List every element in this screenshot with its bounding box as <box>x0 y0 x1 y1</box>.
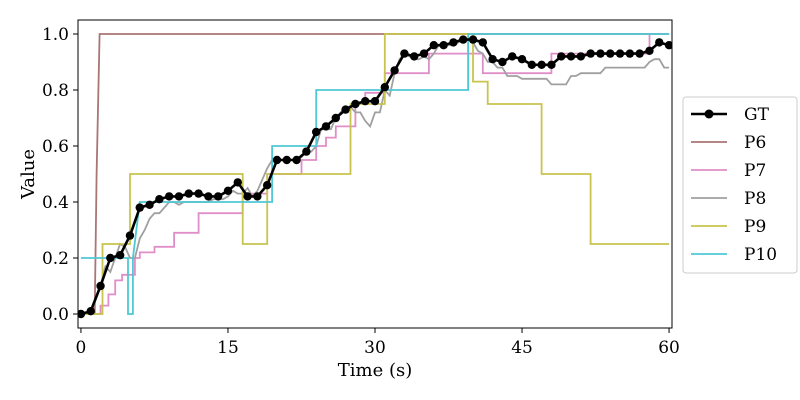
legend-label: P10 <box>744 245 777 265</box>
gt-point <box>410 52 419 61</box>
gt-point <box>115 251 125 260</box>
gt-point <box>449 38 458 47</box>
gt-point <box>204 192 213 201</box>
gt-point <box>635 49 644 58</box>
gt-point <box>302 147 311 156</box>
gt-point <box>184 189 193 198</box>
gt-point <box>282 155 291 165</box>
gt-point <box>164 192 174 201</box>
gt-point <box>262 181 272 190</box>
y-tick-label: 1.0 <box>42 25 69 45</box>
legend-label: P6 <box>744 133 766 153</box>
legend: GT P6 P7 P8 P9 P10 <box>682 96 798 274</box>
gt-point <box>586 49 595 58</box>
gt-point <box>429 41 439 50</box>
y-axis-label: Value <box>18 149 39 200</box>
gt-point <box>419 49 429 58</box>
gt-point <box>557 52 566 61</box>
y-tick-label: 0.2 <box>42 249 69 269</box>
gt-point <box>615 49 625 58</box>
legend-label: P7 <box>744 161 766 181</box>
gt-point <box>370 97 380 106</box>
x-tick-label: 15 <box>217 338 239 358</box>
series-line-p8 <box>80 38 670 315</box>
gt-point <box>125 231 135 240</box>
gt-point <box>321 122 331 131</box>
gt-point <box>390 66 399 75</box>
gt-point <box>655 38 664 47</box>
gt-point <box>537 60 546 69</box>
gt-point <box>566 52 576 61</box>
y-tick-label: 0.4 <box>42 193 69 213</box>
gt-point <box>498 57 507 67</box>
legend-label: P9 <box>744 217 766 237</box>
gt-point <box>194 189 203 198</box>
gt-point <box>106 253 115 263</box>
gt-point <box>606 49 615 58</box>
gt-point <box>253 192 262 201</box>
gt-point <box>488 55 497 64</box>
gt-point <box>360 97 370 106</box>
gt-point <box>664 41 672 50</box>
gt-point <box>78 309 86 319</box>
gt-point <box>341 105 350 114</box>
gt-point <box>243 192 252 201</box>
series-line-gt <box>80 38 670 316</box>
legend-box <box>682 96 798 274</box>
y-axis: 0.0 0.2 0.4 0.6 0.8 1.0 <box>42 25 78 325</box>
gt-point <box>508 52 517 61</box>
gt-point <box>86 307 95 316</box>
gt-point <box>135 203 144 212</box>
gt-point <box>145 200 154 209</box>
gt-point <box>478 38 488 47</box>
y-tick-label: 0.8 <box>42 81 69 101</box>
gt-point <box>233 178 242 187</box>
legend-marker <box>704 109 714 119</box>
gt-point <box>213 192 223 201</box>
gt-point <box>400 49 409 58</box>
series-line-p10 <box>80 33 670 315</box>
gt-point <box>527 60 537 69</box>
series-layer <box>78 33 672 319</box>
x-tick-label: 45 <box>511 338 533 358</box>
gt-point <box>292 155 301 165</box>
gt-point <box>331 113 340 123</box>
gt-point <box>517 55 527 64</box>
gt-point <box>468 35 478 44</box>
series-line-p9 <box>80 33 670 315</box>
x-tick-label: 60 <box>658 338 680 358</box>
x-axis-label: Time (s) <box>338 360 413 381</box>
gt-point <box>625 49 635 58</box>
x-tick-label: 0 <box>76 338 87 358</box>
gt-point <box>272 155 282 165</box>
y-tick-label: 0.0 <box>42 305 69 325</box>
gt-point <box>459 35 468 44</box>
gt-point <box>645 46 654 55</box>
gt-point <box>596 49 605 58</box>
gt-point <box>547 60 556 69</box>
gt-point <box>155 195 164 204</box>
gt-point <box>576 52 586 61</box>
legend-label: P8 <box>744 189 766 209</box>
legend-label: GT <box>744 105 770 125</box>
gt-point <box>174 192 184 201</box>
gt-point <box>351 99 360 109</box>
gt-point <box>311 127 321 137</box>
gt-point <box>380 83 390 92</box>
gt-point <box>439 41 448 50</box>
x-axis: 0 15 30 45 60 <box>76 328 680 358</box>
y-tick-label: 0.6 <box>42 137 69 157</box>
x-tick-label: 30 <box>364 338 386 358</box>
gt-point <box>96 281 105 291</box>
gt-point <box>223 186 233 195</box>
